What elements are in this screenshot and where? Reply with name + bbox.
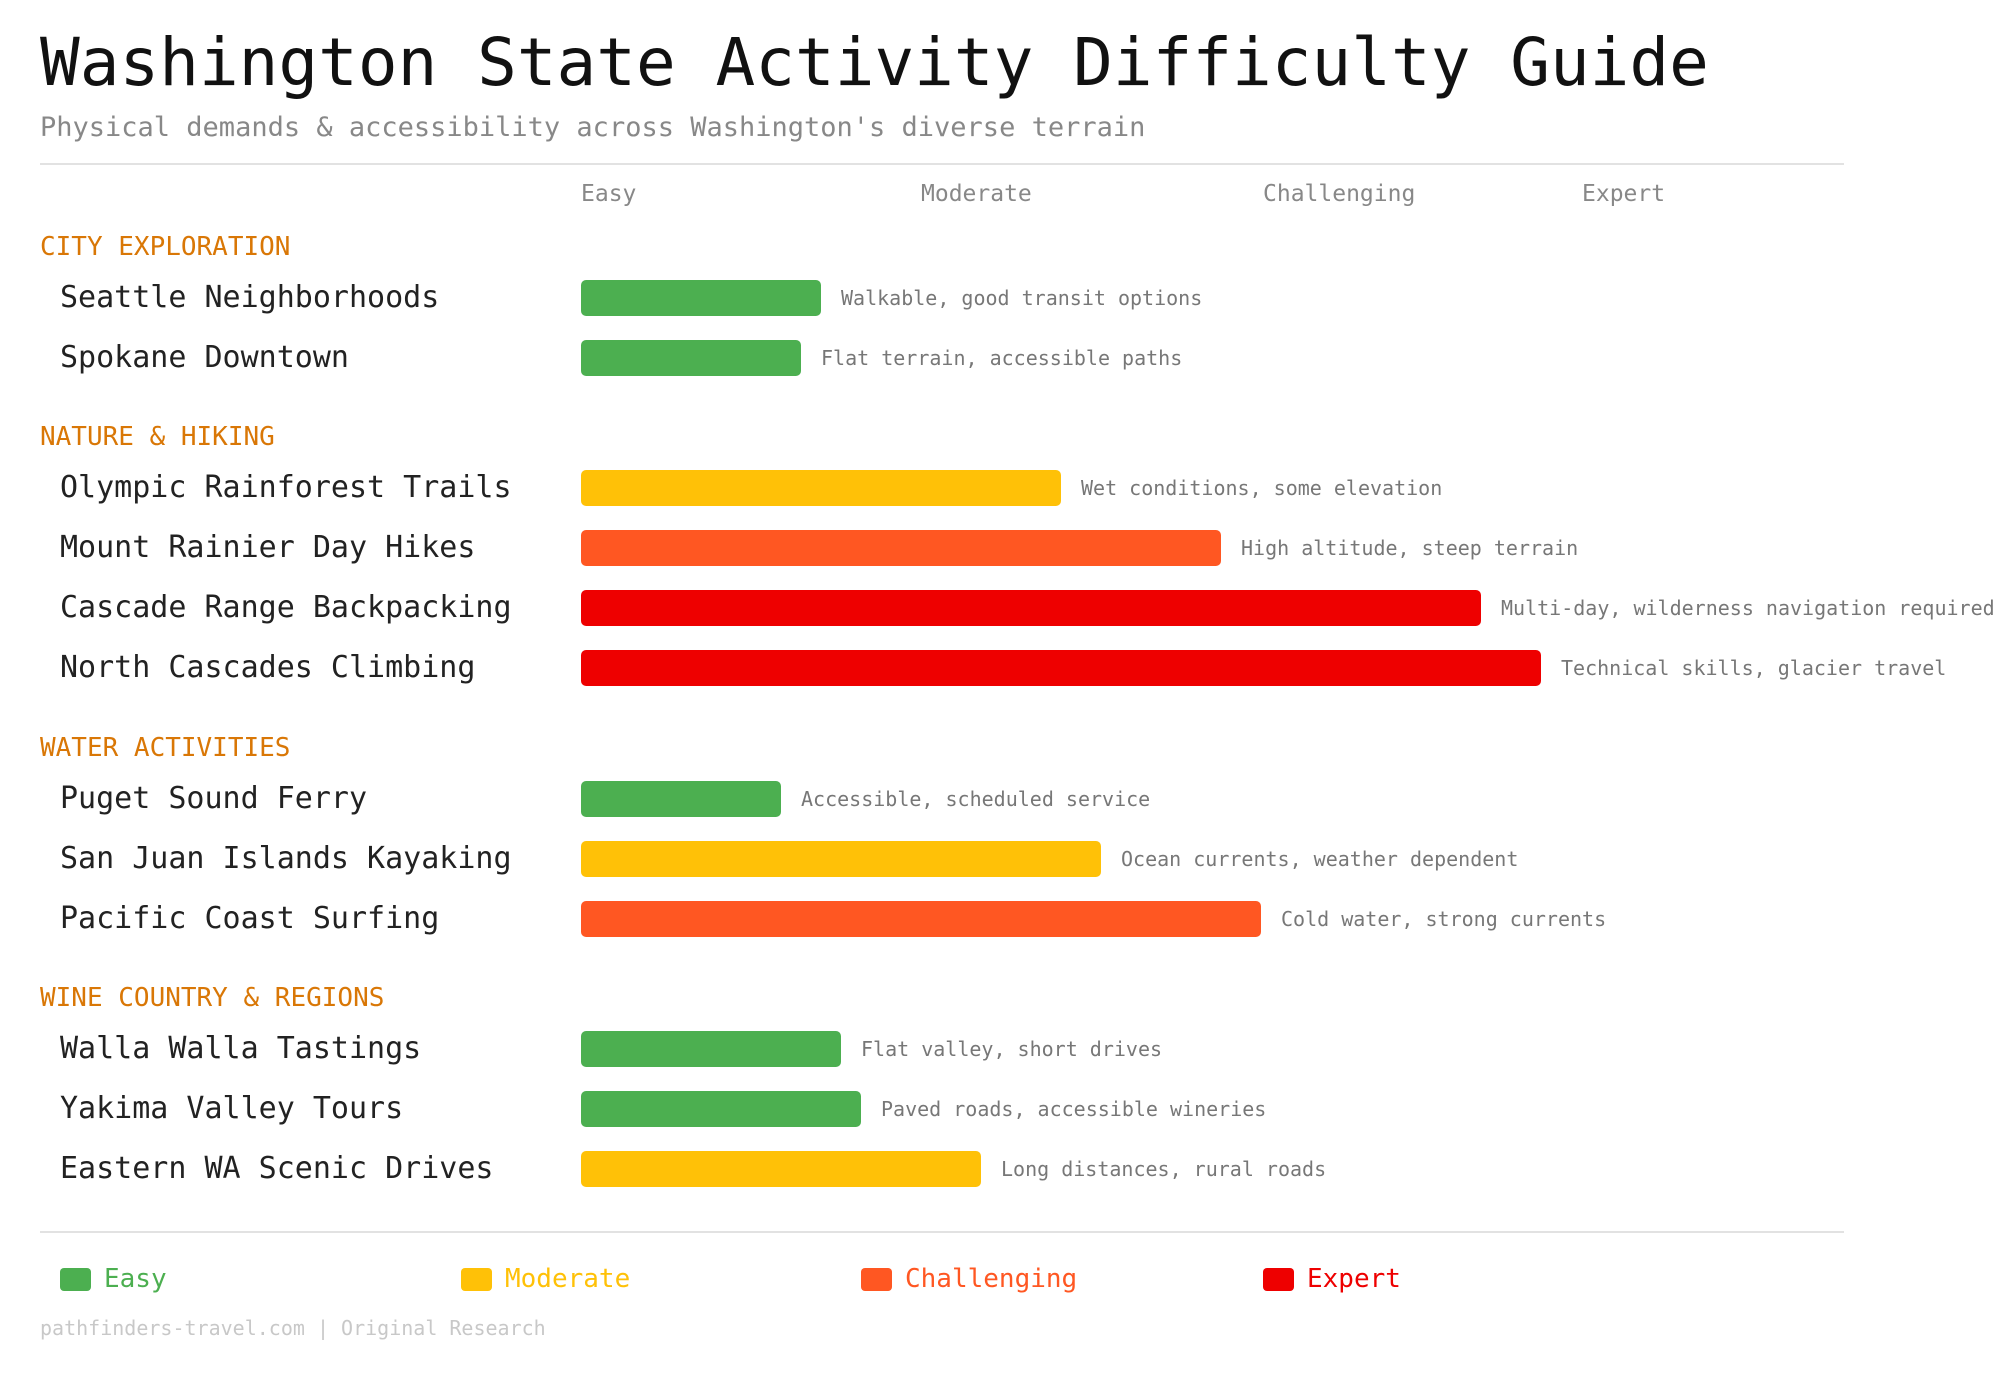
- legend-swatch: [1263, 1268, 1294, 1291]
- bar-note: Multi-day, wilderness navigation require…: [1501, 596, 1995, 620]
- bar-note: Ocean currents, weather dependent: [1121, 847, 1519, 871]
- legend-label: Moderate: [505, 1264, 631, 1294]
- difficulty-bar: [581, 901, 1261, 937]
- activity-label: Yakima Valley Tours: [60, 1091, 404, 1126]
- activity-label: Cascade Range Backpacking: [60, 590, 512, 625]
- category-heading: NATURE & HIKING: [40, 422, 275, 452]
- bar-note: Paved roads, accessible wineries: [881, 1097, 1267, 1121]
- difficulty-bar: [581, 1151, 981, 1187]
- difficulty-bar: [581, 590, 1481, 626]
- activity-label: Olympic Rainforest Trails: [60, 470, 512, 505]
- bar-note: High altitude, steep terrain: [1241, 536, 1579, 560]
- top-divider: [40, 163, 1844, 165]
- difficulty-bar: [581, 841, 1101, 877]
- bar-note: Walkable, good transit options: [841, 286, 1203, 310]
- chart-subtitle: Physical demands & accessibility across …: [40, 112, 1146, 143]
- difficulty-bar: [581, 340, 801, 376]
- activity-label: North Cascades Climbing: [60, 650, 476, 685]
- difficulty-bar: [581, 530, 1221, 566]
- difficulty-bar: [581, 280, 821, 316]
- activity-label: Mount Rainier Day Hikes: [60, 530, 476, 565]
- bar-note: Flat terrain, accessible paths: [821, 346, 1183, 370]
- legend-swatch: [461, 1268, 492, 1291]
- footer-source: pathfinders-travel.com | Original Resear…: [40, 1316, 546, 1340]
- activity-label: Pacific Coast Surfing: [60, 901, 440, 936]
- category-heading: WINE COUNTRY & REGIONS: [40, 983, 385, 1013]
- legend-swatch: [861, 1268, 892, 1291]
- bar-note: Wet conditions, some elevation: [1081, 476, 1443, 500]
- legend-label: Expert: [1307, 1264, 1401, 1294]
- bar-note: Cold water, strong currents: [1281, 907, 1607, 931]
- difficulty-bar: [581, 781, 781, 817]
- bar-note: Flat valley, short drives: [861, 1037, 1163, 1061]
- legend-label: Easy: [104, 1264, 167, 1294]
- bar-note: Technical skills, glacier travel: [1561, 656, 1947, 680]
- bar-note: Accessible, scheduled service: [801, 787, 1151, 811]
- scale-label-easy: Easy: [581, 181, 637, 207]
- activity-label: San Juan Islands Kayaking: [60, 841, 512, 876]
- difficulty-bar: [581, 1091, 861, 1127]
- bottom-divider: [40, 1231, 1844, 1233]
- activity-label: Seattle Neighborhoods: [60, 280, 440, 315]
- scale-label-expert: Expert: [1582, 181, 1666, 207]
- activity-label: Eastern WA Scenic Drives: [60, 1151, 494, 1186]
- activity-label: Puget Sound Ferry: [60, 781, 368, 816]
- bar-note: Long distances, rural roads: [1001, 1157, 1327, 1181]
- difficulty-bar: [581, 1031, 841, 1067]
- chart-title: Washington State Activity Difficulty Gui…: [40, 24, 1709, 101]
- difficulty-bar: [581, 650, 1541, 686]
- activity-label: Spokane Downtown: [60, 340, 349, 375]
- difficulty-bar: [581, 470, 1061, 506]
- category-heading: CITY EXPLORATION: [40, 232, 291, 262]
- legend-label: Challenging: [905, 1264, 1078, 1294]
- scale-label-challenging: Challenging: [1263, 181, 1416, 207]
- legend-swatch: [60, 1268, 91, 1291]
- scale-label-moderate: Moderate: [921, 181, 1032, 207]
- category-heading: WATER ACTIVITIES: [40, 733, 291, 763]
- activity-label: Walla Walla Tastings: [60, 1031, 422, 1066]
